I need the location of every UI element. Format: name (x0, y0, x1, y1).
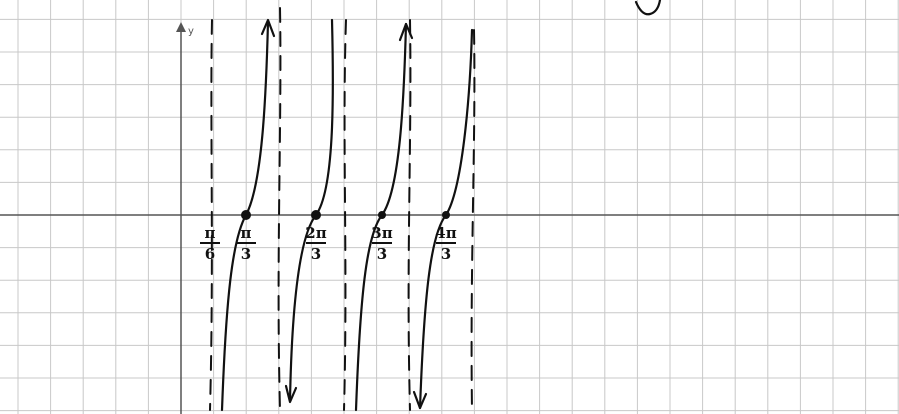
y-axis-arrow (176, 22, 186, 32)
fraction-label: 4π3 (435, 224, 456, 263)
numerator: π (205, 224, 216, 242)
fraction-label: 2π3 (305, 224, 326, 263)
graph-board: y π6π32π33π34π3 (0, 0, 899, 414)
denominator: 3 (441, 245, 451, 263)
fraction-label: 3π3 (371, 224, 392, 263)
denominator: 3 (377, 245, 387, 263)
scribble (636, 0, 660, 14)
point (241, 210, 251, 220)
denominator: 6 (205, 245, 215, 263)
numerator: 3π (371, 224, 392, 242)
point (311, 210, 321, 220)
numerator: 2π (305, 224, 326, 242)
point (378, 211, 386, 219)
fraction-label: π6 (200, 224, 220, 263)
point (442, 211, 450, 219)
denominator: 3 (241, 245, 251, 263)
numerator: π (241, 224, 252, 242)
y-axis-label: y (188, 26, 194, 37)
numerator: 4π (435, 224, 456, 242)
page: y π6π32π33π34π3 (() => { const data = JS… (0, 0, 899, 414)
denominator: 3 (311, 245, 321, 263)
